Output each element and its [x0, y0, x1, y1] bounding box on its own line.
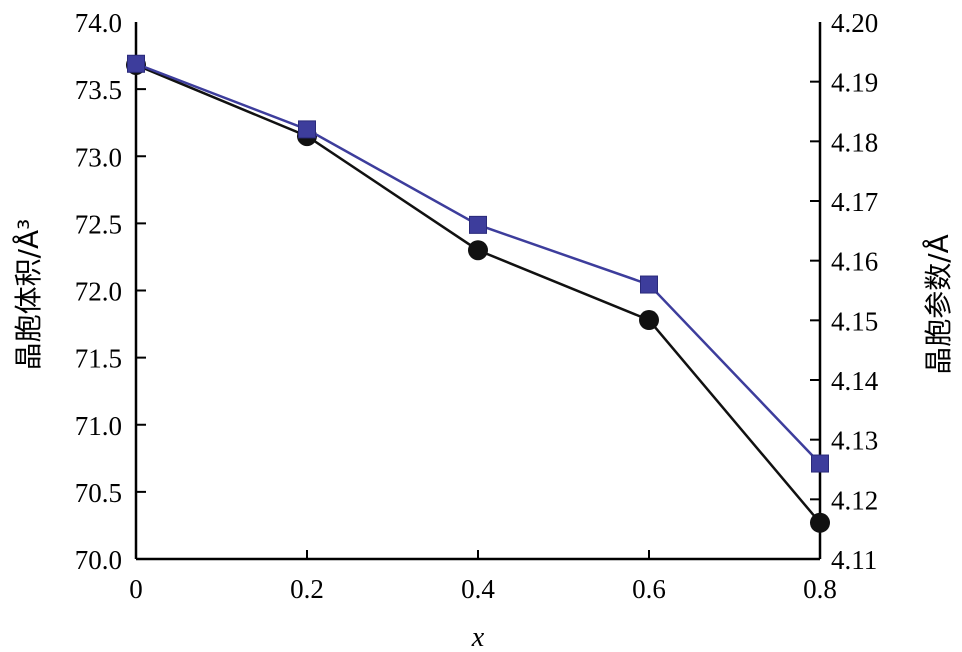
y-left-tick-label: 71.5 [75, 344, 122, 374]
series-1 [126, 54, 830, 533]
y-right-tick-label: 4.19 [831, 68, 878, 98]
y-right-tick-label: 4.14 [831, 366, 879, 396]
x-axis-title: x [471, 622, 485, 652]
y-right-tick-label: 4.18 [831, 127, 878, 157]
series-line [135, 63, 821, 524]
ticks: 0 0.2 0.4 0.6 0.8 70.0 70.5 71.0 71.5 72.0 72.5 73.… [75, 8, 879, 604]
y-left-tick-label: 74.0 [75, 8, 122, 38]
x-tick-label: 0.8 [803, 574, 837, 604]
y-left-tick-label: 70.5 [75, 478, 122, 508]
series-point [810, 512, 830, 533]
y-right-tick-label: 4.16 [831, 247, 878, 277]
series-point [127, 54, 145, 73]
y-right-tick-label: 4.12 [831, 485, 878, 515]
x-tick-label: 0 [129, 574, 143, 604]
y-right-axis-title: 晶胞参数/Å [921, 234, 955, 375]
y-right-tick-label: 4.11 [831, 545, 877, 575]
y-right-tick-label: 4.17 [831, 187, 878, 217]
series-point [640, 275, 658, 294]
y-right-tick-label: 4.13 [831, 426, 878, 456]
series-point [811, 454, 829, 473]
y-left-tick-label: 70.0 [75, 545, 122, 575]
series-line [135, 62, 821, 465]
y-left-axis-title: 晶胞体积/Å³ [11, 219, 45, 371]
series-point [468, 240, 488, 261]
y-left-tick-label: 72.0 [75, 277, 122, 307]
series-point [639, 310, 659, 331]
y-right-tick-label: 4.15 [831, 306, 878, 336]
x-tick-label: 0.2 [290, 574, 324, 604]
y-left-tick-label: 72.5 [75, 209, 122, 239]
series-point [298, 120, 316, 139]
x-tick-label: 0.4 [461, 574, 495, 604]
y-right-tick-label: 4.20 [831, 8, 878, 38]
series-point [469, 215, 487, 234]
series-2 [127, 54, 829, 473]
y-left-tick-label: 71.0 [75, 411, 122, 441]
x-tick-label: 0.6 [632, 574, 666, 604]
series-layer [126, 54, 830, 533]
axis-titles: x 晶胞体积/Å³ 晶胞参数/Å [11, 219, 955, 652]
y-left-tick-label: 73.5 [75, 75, 122, 105]
y-left-tick-label: 73.0 [75, 142, 122, 172]
